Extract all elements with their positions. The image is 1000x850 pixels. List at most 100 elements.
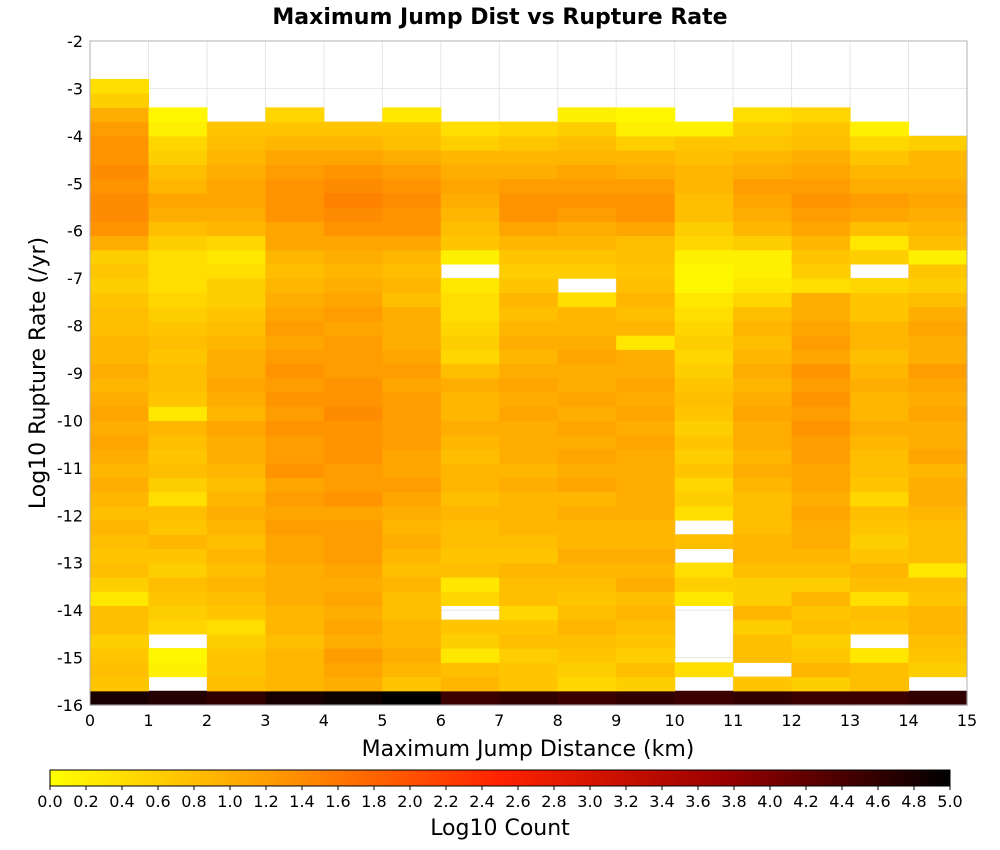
heatmap-cell: [382, 676, 442, 692]
heatmap-cell: [616, 648, 676, 663]
heatmap-cell: [791, 377, 851, 393]
heatmap-cell: [791, 249, 851, 265]
heatmap-cell: [265, 662, 325, 678]
heatmap-cell: [499, 235, 559, 251]
heatmap-cell: [791, 135, 851, 151]
heatmap-cell: [674, 377, 734, 393]
heatmap-cell: [382, 690, 442, 706]
heatmap-cell: [908, 562, 968, 578]
heatmap-cell: [206, 662, 266, 678]
heatmap-cell: [265, 363, 325, 379]
heatmap-cell: [850, 576, 910, 592]
heatmap-cell: [265, 463, 325, 478]
heatmap-cell: [850, 221, 910, 237]
heatmap-cell: [908, 363, 968, 379]
heatmap-cell: [908, 320, 968, 336]
heatmap-cell: [90, 249, 150, 265]
x-tick-label: 0: [85, 711, 95, 730]
heatmap-cell: [265, 349, 325, 365]
heatmap-cell: [850, 591, 910, 606]
heatmap-cell: [733, 576, 793, 592]
heatmap-cell: [323, 320, 383, 336]
heatmap-cell: [323, 235, 383, 251]
heatmap-cell: [850, 505, 910, 521]
heatmap-cell: [616, 320, 676, 336]
heatmap-cell: [674, 420, 734, 436]
heatmap-cell: [674, 690, 734, 706]
heatmap-cell: [499, 249, 559, 265]
heatmap-cell: [206, 178, 266, 194]
heatmap-cell: [265, 178, 325, 194]
heatmap-cell: [499, 676, 559, 692]
heatmap-cell: [616, 505, 676, 521]
heatmap-cell: [440, 548, 500, 564]
heatmap-cell: [440, 235, 500, 251]
heatmap-cell: [206, 363, 266, 379]
heatmap-cell: [148, 192, 208, 208]
heatmap-cell: [557, 263, 617, 279]
heatmap-cell: [616, 548, 676, 564]
heatmap-cell: [90, 107, 150, 123]
heatmap-cell: [850, 335, 910, 350]
heatmap-cell: [616, 676, 676, 692]
heatmap-cell: [90, 121, 150, 137]
heatmap-cell: [440, 463, 500, 478]
heatmap-cell: [265, 263, 325, 279]
heatmap-cell: [499, 135, 559, 151]
heatmap-cell: [557, 107, 617, 123]
heatmap-cell: [616, 491, 676, 507]
heatmap-cell: [323, 178, 383, 194]
heatmap-cell: [265, 576, 325, 592]
heatmap-cell: [616, 306, 676, 322]
heatmap-cell: [850, 207, 910, 222]
heatmap-cell: [674, 164, 734, 180]
heatmap-cell: [674, 463, 734, 478]
heatmap-cell: [382, 391, 442, 407]
heatmap-cell: [674, 434, 734, 450]
heatmap-cell: [557, 662, 617, 678]
heatmap-cell: [557, 292, 617, 308]
heatmap-cell: [791, 534, 851, 550]
heatmap-cell: [733, 235, 793, 251]
heatmap-cell: [791, 662, 851, 678]
heatmap-cell: [90, 420, 150, 436]
heatmap-cell: [148, 363, 208, 379]
heatmap-cell: [323, 690, 383, 706]
heatmap-cell: [908, 463, 968, 478]
heatmap-cell: [90, 192, 150, 208]
y-tick-label: -13: [57, 554, 83, 573]
heatmap-cell: [674, 235, 734, 251]
heatmap-cell: [499, 278, 559, 293]
heatmap-cell: [440, 121, 500, 137]
heatmap-cell: [850, 391, 910, 407]
heatmap-cell: [791, 633, 851, 649]
heatmap-cell: [206, 377, 266, 393]
heatmap-cell: [733, 320, 793, 336]
x-tick-label: 2: [202, 711, 212, 730]
heatmap-cell: [90, 78, 150, 94]
heatmap-cell: [791, 420, 851, 436]
heatmap-cell: [90, 520, 150, 535]
heatmap-cell: [382, 107, 442, 123]
heatmap-cell: [733, 534, 793, 550]
heatmap-cell: [440, 690, 500, 706]
heatmap-cell: [499, 406, 559, 422]
heatmap-cell: [265, 562, 325, 578]
heatmap-cell: [382, 505, 442, 521]
heatmap-cell: [499, 377, 559, 393]
y-tick-label: -5: [67, 174, 83, 193]
colorbar-tick-label: 4.8: [901, 792, 926, 811]
heatmap-cell: [850, 292, 910, 308]
heatmap-cell: [616, 178, 676, 194]
heatmap-cell: [850, 434, 910, 450]
heatmap-cell: [148, 648, 208, 663]
heatmap-cell: [791, 605, 851, 621]
heatmap-cell: [90, 235, 150, 251]
heatmap-cell: [206, 249, 266, 265]
heatmap-cell: [733, 420, 793, 436]
heatmap-cell: [323, 576, 383, 592]
heatmap-cell: [616, 406, 676, 422]
heatmap-cell: [90, 164, 150, 180]
heatmap-cell: [616, 690, 676, 706]
heatmap-cell: [733, 676, 793, 692]
